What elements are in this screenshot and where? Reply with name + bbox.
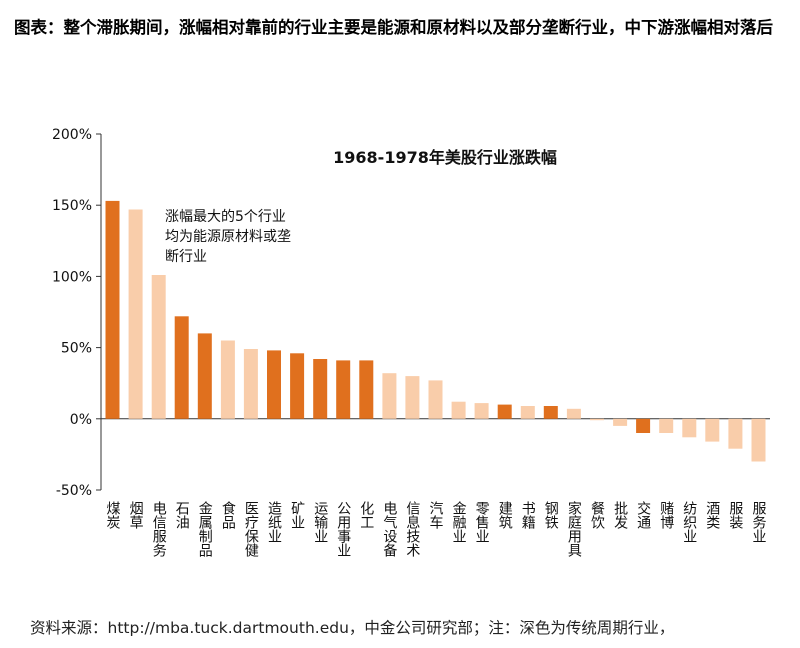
- bar-9: [290, 353, 305, 419]
- x-tick-label: 餐饮: [589, 501, 605, 529]
- bar-12: [359, 360, 374, 419]
- bar-25: [659, 418, 674, 433]
- bar-22: [590, 418, 604, 421]
- x-tick-label: 交通: [635, 500, 651, 530]
- y-tick-label: -50%: [56, 483, 92, 499]
- bar-16: [451, 401, 466, 419]
- y-tick-label: 100%: [52, 269, 92, 285]
- bar-23: [613, 418, 628, 426]
- bar-8: [267, 350, 281, 419]
- bar-3: [151, 275, 166, 419]
- x-tick-label: 电气设备: [381, 501, 397, 557]
- x-tick-label: 书籍: [520, 501, 536, 530]
- x-tick-label: 服务业: [751, 501, 767, 543]
- bar-28: [728, 418, 743, 449]
- x-tick-label: 医疗保健: [243, 501, 259, 558]
- x-tick-label: 信息技术: [404, 501, 420, 557]
- bar-15: [428, 380, 443, 419]
- source-note: 资料来源：http://mba.tuck.dartmouth.edu，中金公司研…: [30, 619, 675, 637]
- bar-14: [405, 376, 420, 419]
- bar-26: [682, 418, 697, 438]
- bar-24: [636, 418, 651, 433]
- bar-4: [174, 316, 189, 419]
- x-tick-label: 运输业: [312, 501, 328, 543]
- bar-13: [382, 373, 397, 419]
- x-tick-label: 电信服务: [151, 501, 167, 557]
- x-tick-label: 金融业: [451, 501, 467, 543]
- bar-17: [474, 403, 489, 419]
- x-tick-label: 建筑: [497, 501, 513, 530]
- chart-heading: 图表：整个滞胀期间，涨幅相对靠前的行业主要是能源和原材料以及部分垄断行业，中下游…: [14, 18, 773, 37]
- bar-7: [243, 349, 258, 419]
- x-tick-label: 汽车: [428, 501, 444, 529]
- y-tick-label: 150%: [52, 198, 92, 214]
- bar-5: [197, 333, 212, 419]
- x-tick-label: 矿业: [289, 501, 305, 529]
- x-tick-label: 公用事业: [335, 501, 351, 557]
- x-tick-label: 零售业: [474, 501, 490, 543]
- x-tick-label: 造纸业: [266, 501, 282, 543]
- bar-chart: 200% 150% 100% 50% 0% -50% 煤炭 烟草 电信服务 石油 金属制品 食品 医疗…: [52, 127, 770, 558]
- bar-19: [520, 406, 535, 419]
- bar-18: [497, 404, 512, 419]
- x-tick-label: 煤炭: [105, 501, 121, 529]
- x-tick-label: 烟草: [128, 501, 144, 529]
- x-tick-label: 食品: [220, 500, 236, 529]
- annotation-line: 均为能源原材料或垄: [165, 229, 291, 245]
- annotation-text: 涨幅最大的5个行业均为能源原材料或垄断行业: [165, 209, 291, 265]
- chart-title: 1968-1978年美股行业涨跌幅: [333, 148, 557, 167]
- x-tick-label: 酒类: [704, 501, 720, 529]
- y-axis: 200% 150% 100% 50% 0% -50%: [52, 127, 770, 499]
- bar-21: [566, 408, 581, 419]
- x-tick-label: 金属制品: [197, 501, 213, 557]
- x-tick-label: 家庭用具: [566, 500, 582, 557]
- bar-6: [220, 340, 235, 419]
- x-tick-label: 赌博: [658, 501, 674, 529]
- x-tick-label: 服装: [727, 501, 743, 529]
- annotation-line: 涨幅最大的5个行业: [165, 209, 286, 225]
- bar-10: [313, 359, 328, 419]
- x-axis-labels: 煤炭 烟草 电信服务 石油 金属制品 食品 医疗保健 造纸业 矿业 运输业 公用事业 化工 电气设备 信息…: [105, 500, 767, 558]
- x-tick-label: 钢铁: [543, 501, 559, 529]
- x-tick-label: 化工: [358, 501, 374, 529]
- bar-11: [336, 360, 351, 419]
- annotation-line: 断行业: [165, 249, 207, 265]
- x-tick-label: 纺织业: [681, 501, 697, 543]
- bar-29: [751, 418, 766, 462]
- bar-27: [705, 418, 720, 442]
- x-tick-label: 批发: [612, 501, 628, 529]
- bars: [105, 200, 766, 462]
- bar-20: [543, 406, 558, 419]
- bar-2: [128, 209, 143, 419]
- bar-1: [105, 200, 120, 419]
- x-tick-label: 石油: [174, 501, 190, 529]
- y-tick-label: 50%: [61, 341, 92, 357]
- y-tick-label: 0%: [70, 412, 92, 428]
- y-tick-label: 200%: [52, 127, 92, 143]
